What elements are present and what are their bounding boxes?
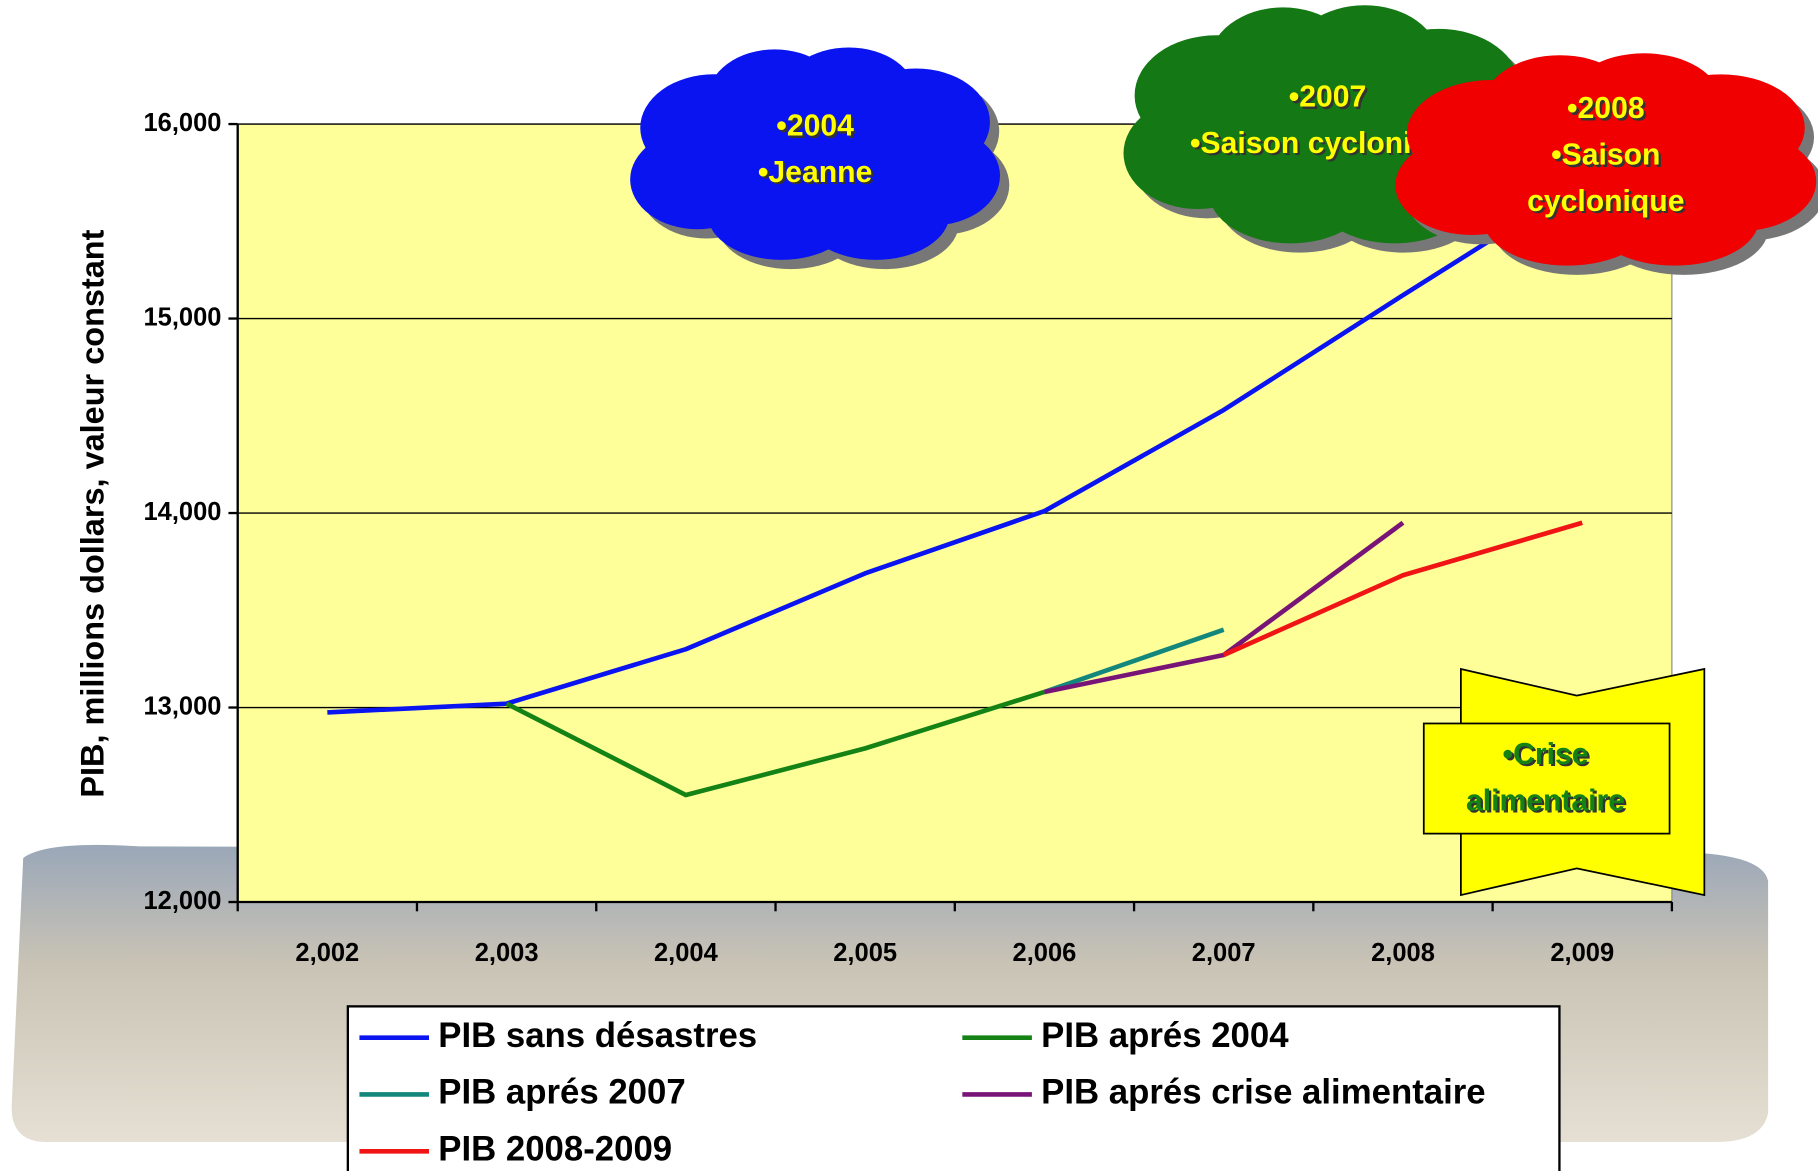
annotation-text: •Jeanne: [758, 156, 872, 189]
annotation-shadow: alimentaire: [1468, 787, 1627, 820]
cloud-shape: [1123, 97, 1272, 210]
x-tick-label: 2,004: [654, 939, 719, 967]
x-tick-label: 2,007: [1192, 939, 1256, 967]
legend-label: PIB aprés 2004: [1041, 1017, 1289, 1055]
legend-box: [346, 1005, 1561, 1171]
y-tick-label: 13,000: [143, 692, 221, 720]
annotation-shadow: cyclonique: [1529, 187, 1686, 220]
annotation-shadow: •Saison: [1553, 141, 1662, 174]
annotation-shadow: •Jeanne: [760, 158, 874, 191]
series-line: [1043, 627, 1225, 695]
legend-label: PIB aprés crise alimentaire: [1041, 1074, 1485, 1112]
annotation-text: •Crise: [1503, 738, 1589, 771]
x-tick-label: 2,009: [1550, 939, 1614, 967]
y-tick-label: 12,000: [143, 887, 221, 915]
annotation-text: alimentaire: [1466, 784, 1625, 817]
annotation-text: •Saison: [1551, 138, 1660, 171]
annotation-text: •2008: [1567, 92, 1645, 125]
x-tick-label: 2,008: [1371, 939, 1435, 967]
x-tick-label: 2,006: [1013, 939, 1077, 967]
x-tick-label: 2,003: [475, 939, 539, 967]
annotation-shadow: •Crise: [1505, 740, 1591, 773]
annotation-text: •2007: [1289, 81, 1367, 114]
y-tick-label: 16,000: [143, 109, 221, 137]
banner-front: [1422, 722, 1671, 835]
cloud-shape: [630, 129, 765, 230]
x-tick-label: 2,002: [295, 939, 359, 967]
annotation-shadow: •2007: [1291, 83, 1369, 116]
series-line: [505, 689, 1046, 798]
y-tick-label: 14,000: [143, 498, 221, 526]
y-tick-label: 15,000: [143, 303, 221, 331]
annotation-text: cyclonique: [1527, 185, 1684, 218]
x-tick-label: 2,005: [833, 939, 897, 967]
annotation-shadow: •2004: [779, 112, 857, 145]
legend-label: PIB sans désastres: [438, 1017, 757, 1055]
legend-label: PIB 2008-2009: [438, 1130, 672, 1168]
legend-label: PIB aprés 2007: [438, 1074, 685, 1112]
annotation: •2004•2004•Jeanne•Jeanne: [630, 47, 1010, 270]
y-axis-label: PIB, millions dollars, valeur constant: [75, 229, 111, 797]
annotation-text: •2004: [776, 110, 854, 143]
series-line: [327, 180, 1584, 715]
annotation: •2008•2008•Saison•Saisoncycloniquecyclon…: [1395, 53, 1818, 275]
cloud-shape: [1395, 135, 1549, 236]
annotation-shadow: •2008: [1569, 94, 1647, 127]
series-line: [1222, 520, 1583, 658]
